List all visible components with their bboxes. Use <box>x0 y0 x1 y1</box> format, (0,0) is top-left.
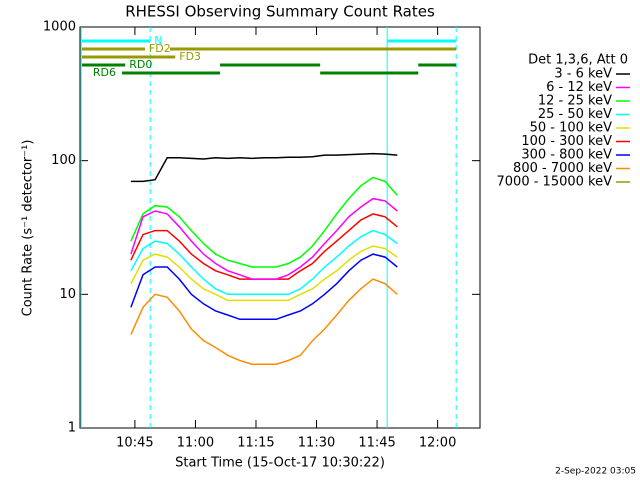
series-line <box>130 278 398 365</box>
x-tick-label: 11:15 <box>237 436 274 451</box>
y-tick-label: 1000 <box>43 20 76 35</box>
y-tick-label: 10 <box>59 287 76 302</box>
x-tick-label: 11:00 <box>177 436 214 451</box>
legend-label: 50 - 100 keV <box>530 121 613 136</box>
legend-label: 6 - 12 keV <box>546 80 612 95</box>
footer: 2-Sep-2022 03:05 <box>555 467 636 477</box>
series-line <box>130 245 398 302</box>
plot-frame <box>79 26 481 429</box>
x-tick-label: 11:45 <box>358 436 395 451</box>
y-axis-label: Count Rate (s⁻¹ detector⁻¹) <box>21 140 36 317</box>
series-line <box>130 197 398 280</box>
legend-label: 12 - 25 keV <box>538 94 612 109</box>
annotation-label: FD3 <box>179 50 201 63</box>
legend-label: 800 - 7000 keV <box>513 161 612 176</box>
series-line <box>130 229 398 296</box>
legend-label: 7000 - 15000 keV <box>497 175 613 190</box>
x-tick-label: 10:45 <box>116 436 153 451</box>
legend-label: 300 - 800 keV <box>521 148 612 163</box>
series-line <box>130 152 398 183</box>
y-tick-label: 100 <box>51 153 76 168</box>
annotation-label: RD6 <box>93 66 116 79</box>
legend-label: 3 - 6 keV <box>554 67 612 82</box>
chart-title: RHESSI Observing Summary Count Rates <box>125 3 435 21</box>
x-tick-label: 12:00 <box>419 436 456 451</box>
annotation-label: RD0 <box>129 58 152 71</box>
legend-label: 100 - 300 keV <box>521 134 612 149</box>
annotation-label: FD2 <box>149 42 171 55</box>
y-tick-label: 1 <box>68 421 76 436</box>
series-line <box>130 253 398 321</box>
legend-label: 25 - 50 keV <box>538 107 612 122</box>
series-line <box>130 176 398 268</box>
x-tick-label: 11:30 <box>298 436 335 451</box>
annotation-label: N <box>154 34 162 47</box>
legend-title: Det 1,3,6, Att 0 <box>528 53 628 68</box>
x-axis-label: Start Time (15-Oct-17 10:30:22) <box>175 456 385 471</box>
